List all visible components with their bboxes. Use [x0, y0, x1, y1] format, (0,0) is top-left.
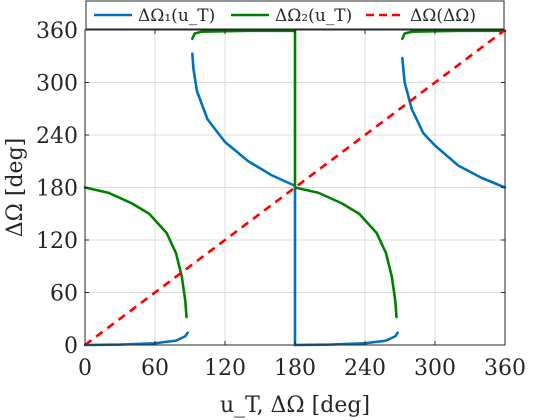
series-2-segment-2	[191, 29, 296, 41]
y-tick-labels: 0 60 120 180 240 300 360	[36, 19, 78, 359]
series-2-segment-4	[293, 186, 398, 319]
series-1-segment-2	[191, 52, 297, 188]
legend-label-1: ΔΩ₁(u_T)	[138, 6, 215, 26]
y-tick-label-4: 240	[36, 124, 78, 149]
legend-label-3: ΔΩ(ΔΩ)	[410, 6, 476, 26]
y-tick-label-0: 0	[64, 334, 78, 359]
legend: ΔΩ₁(u_T) ΔΩ₂(u_T) ΔΩ(ΔΩ)	[85, 0, 505, 30]
y-axis-title: ΔΩ [deg]	[3, 138, 28, 237]
y-tick-label-5: 300	[36, 72, 78, 97]
series-1	[83, 52, 507, 347]
x-tick-label-6: 360	[484, 356, 526, 381]
x-axis-title: u_T, ΔΩ [deg]	[220, 393, 370, 418]
x-tick-label-3: 180	[274, 356, 316, 381]
ticks	[84, 29, 506, 346]
x-tick-label-2: 120	[204, 356, 246, 381]
series-1-segment-4	[293, 331, 399, 347]
legend-label-2: ΔΩ₂(u_T)	[275, 6, 352, 26]
y-tick-label-1: 60	[50, 282, 78, 307]
series-3	[84, 28, 506, 347]
x-tick-label-1: 60	[141, 356, 169, 381]
x-tick-label-0: 0	[78, 356, 92, 381]
y-tick-label-2: 120	[36, 229, 78, 254]
x-tick-label-4: 240	[344, 356, 386, 381]
series-1-segment-5	[401, 56, 507, 189]
legend-box	[85, 0, 505, 30]
series-2	[83, 28, 507, 319]
series-layer	[83, 28, 507, 347]
series-3-segment-1	[84, 28, 506, 347]
x-tick-labels: 0 60 120 180 240 300 360	[78, 356, 526, 381]
series-2-segment-1	[83, 186, 188, 319]
y-tick-label-3: 180	[36, 177, 78, 202]
y-tick-label-6: 360	[36, 19, 78, 44]
x-tick-label-5: 300	[414, 356, 456, 381]
series-2-segment-5	[401, 29, 507, 41]
